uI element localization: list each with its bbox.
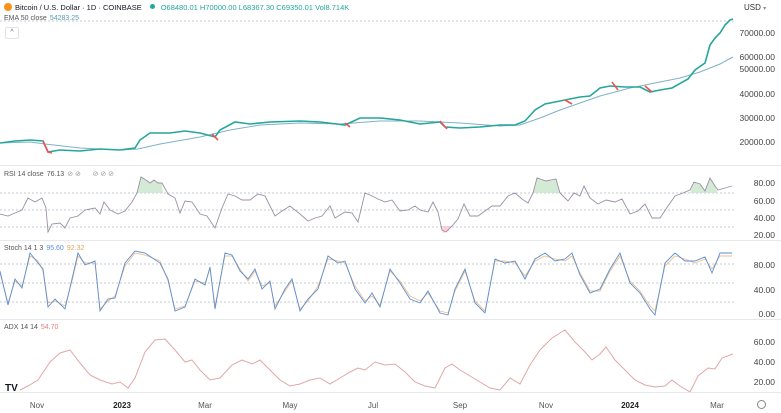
price-tick: 50000.00 — [739, 64, 775, 74]
ema-legend[interactable]: EMA 50 close 54283.25 — [4, 15, 82, 22]
chevron-down-icon: ▾ — [763, 6, 767, 12]
rsi-tick: 60.00 — [753, 196, 775, 206]
adx-label: ADX 14 14 — [4, 324, 38, 331]
ema-value: 54283.25 — [49, 15, 80, 22]
rsi-legend[interactable]: RSI 14 close 76.13 ⊘ ⊘ ⊘ ⊘ ⊘ — [4, 170, 117, 178]
adx-tick: 20.00 — [753, 377, 775, 387]
price-tick: 40000.00 — [739, 89, 775, 99]
stoch-k-line — [0, 250, 732, 317]
price-tick: 60000.00 — [739, 52, 775, 62]
stoch-legend[interactable]: Stoch 14 1 3 95.60 92.32 — [4, 245, 87, 252]
symbol-title[interactable]: Bitcoin / U.S. Dollar · 1D · COINBASE — [15, 3, 142, 12]
ohlc-low: L68367.30 — [238, 3, 275, 12]
rsi-axis[interactable]: 80.00 60.00 40.00 20.00 — [735, 166, 781, 240]
rsi-pane[interactable]: RSI 14 close 76.13 ⊘ ⊘ ⊘ ⊘ ⊘ 80.00 60.00 4… — [0, 166, 781, 240]
rsi-tick: 20.00 — [753, 230, 775, 240]
time-label: Nov — [538, 401, 554, 410]
ohlc-close: C69350.01 — [276, 3, 313, 12]
rsi-line — [0, 176, 733, 234]
time-label: 2023 — [113, 401, 131, 410]
settings-icon[interactable] — [757, 400, 766, 409]
hidden-plots-icons[interactable]: ⊘ ⊘ ⊘ ⊘ ⊘ — [67, 171, 115, 178]
adx-line — [19, 329, 734, 392]
tradingview-logo[interactable]: TV — [5, 383, 18, 394]
ema-label: EMA 50 close — [4, 15, 47, 22]
price-chart[interactable] — [0, 0, 735, 165]
market-status-icon — [149, 4, 155, 9]
collapse-legend-button[interactable]: ^ — [5, 27, 19, 39]
ema-line — [0, 56, 734, 151]
bitcoin-icon — [4, 3, 12, 11]
rsi-tick: 40.00 — [753, 213, 775, 223]
chevron-up-icon: ^ — [10, 29, 14, 36]
price-tick: 20000.00 — [739, 137, 775, 147]
rsi-value: 76.13 — [46, 171, 65, 178]
stoch-tick: 40.00 — [753, 285, 775, 295]
currency-label: USD — [744, 3, 761, 12]
ohlc-high: H70000.00 — [199, 3, 237, 12]
stoch-label: Stoch 14 1 3 — [4, 245, 44, 252]
rsi-chart[interactable] — [0, 166, 735, 240]
time-label: Nov — [29, 401, 45, 410]
pane-divider[interactable] — [0, 319, 781, 320]
price-pane[interactable]: 70000.00 60000.00 50000.00 40000.00 3000… — [0, 0, 781, 165]
currency-selector[interactable]: USD ▾ — [744, 3, 766, 12]
adx-tick: 60.00 — [753, 337, 775, 347]
stoch-pane[interactable]: Stoch 14 1 3 95.60 92.32 80.00 40.00 0.00 — [0, 241, 781, 319]
time-axis-divider — [0, 392, 781, 393]
stoch-tick: 0.00 — [758, 309, 775, 319]
adx-axis[interactable]: 60.00 40.00 20.00 — [735, 320, 781, 392]
time-label: Sep — [452, 401, 468, 410]
time-label: May — [282, 401, 298, 410]
pane-divider[interactable] — [0, 240, 781, 241]
adx-value: 54.70 — [40, 324, 59, 331]
price-line-up — [0, 18, 734, 153]
symbol-header: Bitcoin / U.S. Dollar · 1D · COINBASE O68… — [4, 3, 349, 12]
adx-legend[interactable]: ADX 14 14 54.70 — [4, 324, 61, 331]
price-tick: 70000.00 — [739, 28, 775, 38]
stoch-k-value: 95.60 — [46, 245, 64, 252]
time-label: Mar — [198, 401, 212, 410]
rsi-tick: 80.00 — [753, 178, 775, 188]
ohlc-open: O68480.01 — [160, 3, 198, 12]
price-tick: 30000.00 — [739, 113, 775, 123]
rsi-label: RSI 14 close — [4, 171, 44, 178]
pane-divider[interactable] — [0, 165, 781, 166]
stoch-axis[interactable]: 80.00 40.00 0.00 — [735, 241, 781, 319]
stoch-tick: 80.00 — [753, 260, 775, 270]
time-label: Mar — [710, 401, 724, 410]
time-label: 2024 — [621, 401, 639, 410]
adx-chart[interactable] — [0, 320, 735, 392]
volume: Vol8.714K — [315, 3, 350, 12]
stoch-d-value: 92.32 — [66, 245, 85, 252]
adx-tick: 40.00 — [753, 357, 775, 367]
stoch-chart[interactable] — [0, 241, 735, 319]
time-label: Jul — [367, 401, 379, 410]
bearish-candles — [42, 81, 653, 154]
adx-pane[interactable]: ADX 14 14 54.70 60.00 40.00 20.00 — [0, 320, 781, 392]
price-axis[interactable]: 70000.00 60000.00 50000.00 40000.00 3000… — [735, 0, 781, 165]
